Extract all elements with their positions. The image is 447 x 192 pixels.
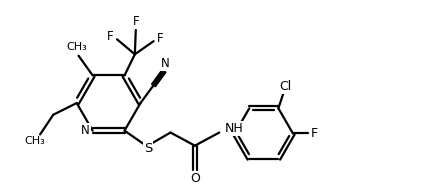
Text: N: N	[81, 124, 90, 137]
Text: CH₃: CH₃	[24, 137, 45, 146]
Text: N: N	[160, 57, 169, 70]
Text: O: O	[190, 172, 200, 185]
Text: F: F	[311, 127, 318, 140]
Text: F: F	[157, 32, 164, 45]
Text: S: S	[144, 142, 152, 155]
Text: CH₃: CH₃	[66, 42, 87, 52]
Text: F: F	[132, 15, 139, 28]
Text: Cl: Cl	[279, 80, 291, 93]
Text: F: F	[107, 31, 114, 43]
Text: NH: NH	[225, 122, 244, 135]
